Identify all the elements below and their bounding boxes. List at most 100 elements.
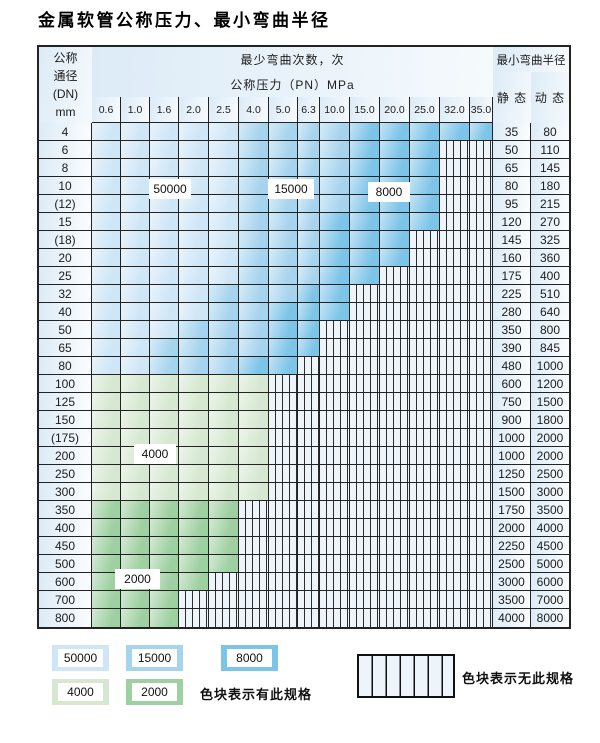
no-spec-cell xyxy=(239,609,269,627)
no-spec-cell xyxy=(298,429,320,447)
spec-cell xyxy=(320,231,350,249)
spec-cell xyxy=(380,123,410,141)
spec-cell xyxy=(298,195,320,213)
no-spec-cell xyxy=(410,555,440,573)
static-radius-value: 480 xyxy=(493,357,531,375)
spec-cell xyxy=(239,249,269,267)
no-spec-cell xyxy=(380,267,410,285)
table-row: 32 225 510 xyxy=(39,285,569,303)
spec-cell xyxy=(92,447,121,465)
static-radius-value: 160 xyxy=(493,249,531,267)
no-spec-cell xyxy=(470,393,493,411)
no-spec-cell xyxy=(380,285,410,303)
spec-cell xyxy=(239,483,269,501)
no-spec-cell xyxy=(269,573,298,591)
spec-cell xyxy=(298,213,320,231)
no-spec-cell xyxy=(350,393,380,411)
no-spec-cell xyxy=(320,339,350,357)
no-spec-cell xyxy=(269,393,298,411)
table-row: 200 1000 2000 xyxy=(39,447,569,465)
spec-cell xyxy=(179,537,209,555)
table-row: (175) 1000 2000 xyxy=(39,429,569,447)
no-spec-cell xyxy=(269,429,298,447)
no-spec-cell xyxy=(269,555,298,573)
spec-cell xyxy=(121,231,150,249)
spec-cell xyxy=(209,267,239,285)
no-spec-cell xyxy=(470,303,493,321)
dynamic-radius-value: 2500 xyxy=(531,465,569,483)
no-spec-cell xyxy=(350,591,380,609)
no-spec-cell xyxy=(440,609,470,627)
spec-cell xyxy=(121,501,150,519)
no-spec-cell xyxy=(470,267,493,285)
no-spec-cell xyxy=(470,411,493,429)
spec-cell xyxy=(269,159,298,177)
table-row: 125 750 1500 xyxy=(39,393,569,411)
spec-cell xyxy=(150,321,179,339)
spec-cell xyxy=(92,429,121,447)
pressure-tick: 0.6 xyxy=(92,97,121,123)
spec-cell xyxy=(121,519,150,537)
no-spec-cell xyxy=(380,501,410,519)
dn-cell: 100 xyxy=(39,375,92,393)
static-radius-value: 390 xyxy=(493,339,531,357)
no-spec-cell xyxy=(380,357,410,375)
pressure-tick: 20.0 xyxy=(380,97,410,123)
spec-cell xyxy=(239,231,269,249)
static-radius-value: 1000 xyxy=(493,447,531,465)
no-spec-cell xyxy=(440,519,470,537)
static-radius-value: 80 xyxy=(493,177,531,195)
pressure-tick: 35.0 xyxy=(470,97,493,123)
no-spec-cell xyxy=(298,555,320,573)
dn-cell: 700 xyxy=(39,591,92,609)
table-row: 25 175 400 xyxy=(39,267,569,285)
dynamic-radius-value: 4500 xyxy=(531,537,569,555)
spec-cell xyxy=(269,357,298,375)
dynamic-radius-header: 动 态 xyxy=(531,72,569,124)
no-spec-cell xyxy=(380,447,410,465)
static-radius-value: 2500 xyxy=(493,555,531,573)
no-spec-cell xyxy=(410,573,440,591)
dynamic-radius-value: 510 xyxy=(531,285,569,303)
no-spec-cell xyxy=(239,501,269,519)
spec-cell xyxy=(350,267,380,285)
spec-cell xyxy=(179,447,209,465)
spec-cell xyxy=(150,231,179,249)
legend-chip-label: 4000 xyxy=(58,683,103,701)
pressure-tick: 1.6 xyxy=(150,97,179,123)
no-spec-cell xyxy=(269,609,298,627)
no-spec-cell xyxy=(410,249,440,267)
spec-cell xyxy=(269,321,298,339)
spec-cell xyxy=(150,609,179,627)
no-spec-cell xyxy=(380,303,410,321)
spec-cell xyxy=(121,591,150,609)
spec-cell xyxy=(269,195,298,213)
pressure-tick: 1.0 xyxy=(121,97,150,123)
no-spec-cell xyxy=(410,231,440,249)
no-spec-cell xyxy=(320,357,350,375)
no-spec-cell xyxy=(380,555,410,573)
no-spec-cell xyxy=(320,375,350,393)
spec-cell xyxy=(121,339,150,357)
no-spec-cell xyxy=(320,573,350,591)
spec-cell xyxy=(150,537,179,555)
spec-cell xyxy=(239,141,269,159)
no-spec-cell xyxy=(350,321,380,339)
pressure-tick: 15.0 xyxy=(350,97,380,123)
static-radius-value: 35 xyxy=(493,123,531,141)
no-spec-cell xyxy=(380,429,410,447)
dn-cell: (175) xyxy=(39,429,92,447)
no-spec-cell xyxy=(440,231,470,249)
no-spec-cell xyxy=(298,483,320,501)
no-spec-cell xyxy=(440,537,470,555)
dn-cell: 10 xyxy=(39,177,92,195)
no-spec-cell xyxy=(440,177,470,195)
legend-chip-label: 2000 xyxy=(132,683,177,701)
spec-cell xyxy=(320,267,350,285)
spec-cell xyxy=(209,537,239,555)
spec-table: 公称 通径 (DN) mm 最少弯曲次数，次 最小弯曲半径 公称压力（PN）MP… xyxy=(37,45,571,629)
pressure-tick: 5.0 xyxy=(269,97,298,123)
spec-cell xyxy=(179,339,209,357)
legend-chip-2000: 2000 xyxy=(126,679,183,705)
